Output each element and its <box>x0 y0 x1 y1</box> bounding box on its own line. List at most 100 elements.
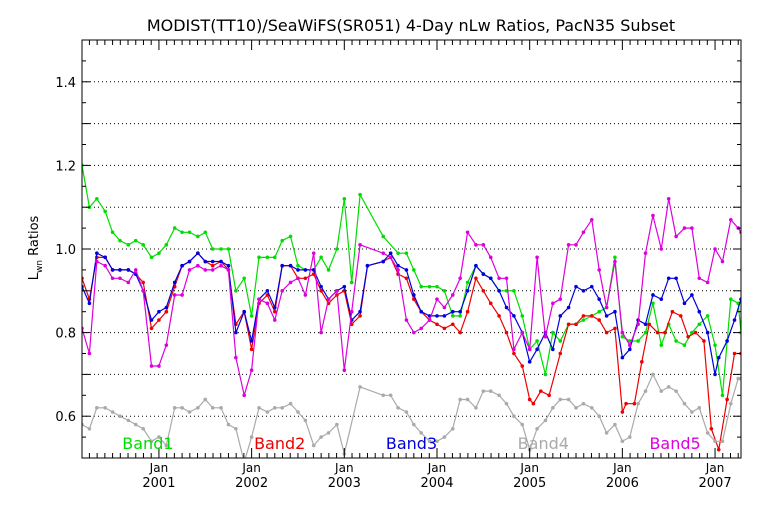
data-point-band5 <box>249 368 254 373</box>
data-point-band2 <box>574 322 578 327</box>
data-point-band5 <box>388 255 393 260</box>
data-point-band1 <box>713 343 717 347</box>
data-point-band4 <box>450 426 455 431</box>
y-tick-label: 1.0 <box>55 243 76 258</box>
data-point-band5 <box>666 197 671 201</box>
data-point-band1 <box>512 289 516 293</box>
data-point-band3 <box>682 301 687 306</box>
data-point-band1 <box>296 263 300 268</box>
data-point-band4 <box>141 426 145 431</box>
data-point-band3 <box>666 276 671 281</box>
data-point-band4 <box>412 422 416 427</box>
legend-item-band2: Band2 <box>254 434 305 453</box>
data-point-band5 <box>172 293 177 297</box>
data-point-band2 <box>624 401 628 406</box>
data-point-band5 <box>682 226 687 230</box>
data-point-band5 <box>705 280 710 285</box>
data-point-band4 <box>388 393 393 398</box>
data-point-band1 <box>319 255 323 260</box>
data-point-band2 <box>512 351 516 356</box>
data-point-band5 <box>627 343 632 347</box>
series-band5 <box>82 197 741 398</box>
data-point-band4 <box>574 406 578 410</box>
data-point-band4 <box>566 397 571 402</box>
data-point-band1 <box>172 226 177 230</box>
data-point-band5 <box>157 364 161 368</box>
data-point-band3 <box>118 268 122 272</box>
data-point-band3 <box>643 322 648 327</box>
data-point-band4 <box>504 401 509 406</box>
data-point-band4 <box>118 414 122 419</box>
data-point-band1 <box>697 322 702 327</box>
data-point-band5 <box>187 268 192 272</box>
data-point-band3 <box>627 347 632 352</box>
x-tick-label-month: Jan <box>519 461 539 475</box>
data-point-band3 <box>396 263 400 268</box>
data-point-band3 <box>95 251 99 255</box>
data-point-band3 <box>203 259 208 264</box>
gridlines <box>82 81 741 417</box>
series-group <box>82 163 741 458</box>
data-point-band1 <box>95 197 99 201</box>
data-point-band3 <box>589 284 594 289</box>
data-point-band2 <box>210 263 215 268</box>
y-tick-label: 0.6 <box>55 410 76 425</box>
data-point-band2 <box>732 351 737 356</box>
data-point-band2 <box>450 322 455 327</box>
data-point-band3 <box>272 305 277 310</box>
data-point-band2 <box>632 401 637 406</box>
data-point-band5 <box>504 276 509 281</box>
series-band4 <box>82 372 741 458</box>
data-point-band2 <box>678 314 683 318</box>
data-point-band4 <box>326 431 331 435</box>
y-axis-label-rest: Ratios <box>27 215 42 260</box>
data-point-band5 <box>636 322 640 327</box>
data-point-band1 <box>358 192 362 197</box>
data-point-band3 <box>210 259 215 264</box>
data-point-band3 <box>725 339 729 343</box>
svg-text:Lwn Ratios: Lwn Ratios <box>27 215 45 280</box>
data-point-band1 <box>620 334 625 339</box>
data-point-band5 <box>474 243 478 247</box>
data-point-band1 <box>288 234 293 239</box>
data-point-band5 <box>335 289 339 293</box>
data-point-band3 <box>319 284 323 289</box>
data-point-band4 <box>520 422 525 427</box>
data-point-band4 <box>226 422 231 427</box>
data-point-band5 <box>581 230 586 235</box>
data-point-band3 <box>597 297 601 301</box>
data-point-band1 <box>265 255 270 260</box>
data-point-band3 <box>465 289 470 293</box>
data-point-band3 <box>388 251 393 255</box>
data-point-band4 <box>110 410 115 414</box>
data-point-band2 <box>620 410 625 414</box>
data-point-band3 <box>613 309 617 314</box>
data-point-band4 <box>103 406 107 410</box>
data-point-band2 <box>604 330 609 335</box>
data-point-band2 <box>435 322 439 327</box>
data-point-band1 <box>118 238 122 243</box>
data-point-band5 <box>95 259 99 264</box>
data-point-band4 <box>720 439 725 444</box>
data-point-band2 <box>566 322 571 327</box>
y-tick-label: 1.4 <box>55 76 76 91</box>
data-point-band4 <box>303 418 308 423</box>
data-point-band4 <box>535 426 539 431</box>
data-point-band2 <box>716 447 721 452</box>
data-point-band5 <box>342 368 347 373</box>
data-point-band1 <box>682 343 687 347</box>
data-point-band2 <box>404 276 409 281</box>
data-point-band1 <box>342 197 347 201</box>
data-point-band4 <box>488 389 493 393</box>
data-point-band3 <box>157 309 161 314</box>
data-point-band3 <box>265 289 270 293</box>
data-point-band4 <box>465 397 470 402</box>
data-point-band4 <box>280 406 285 410</box>
data-point-band3 <box>535 347 539 352</box>
data-point-band1 <box>141 243 145 247</box>
data-point-band2 <box>693 330 698 335</box>
x-tick-label-month: Jan <box>334 461 354 475</box>
data-point-band4 <box>682 401 687 406</box>
data-point-band3 <box>697 309 702 314</box>
